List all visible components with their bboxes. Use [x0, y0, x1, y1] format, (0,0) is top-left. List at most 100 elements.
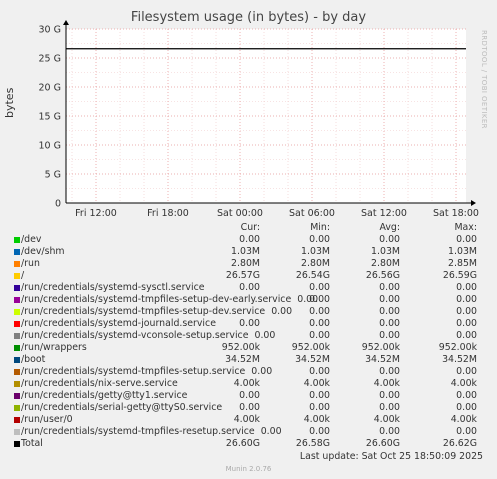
legend-value-avg: 0.00: [379, 282, 400, 293]
legend-value-cur: 0.00: [271, 306, 293, 317]
y-tick-labels: 0 5 G 10 G 15 G 20 G 25 G 30 G: [39, 25, 61, 210]
legend-value-max: 4.00k: [450, 378, 477, 389]
legend-swatch: [14, 237, 20, 243]
legend-row: /boot 34.52M 34.52M 34.52M 34.52M: [0, 354, 497, 366]
legend-label: /dev: [21, 234, 42, 245]
legend-label: /run/credentials/systemd-tmpfiles-resetu…: [21, 426, 255, 437]
legend-label: /run/credentials/systemd-journald.servic…: [21, 318, 216, 329]
legend-value-max: 4.00k: [450, 414, 477, 425]
legend-value-cur: 0.00: [254, 330, 276, 341]
legend-value-min: 4.00k: [303, 378, 330, 389]
legend-row: /dev 0.00 0.00 0.00 0.00: [0, 234, 497, 246]
legend-value-max: 0.00: [456, 366, 477, 377]
footer-version: Munin 2.0.76: [225, 465, 272, 473]
legend-value-max: 0.00: [456, 426, 477, 437]
legend-swatch: [14, 333, 20, 339]
legend-value-max: 0.00: [456, 330, 477, 341]
legend-row: /run/credentials/serial-getty@ttyS0.serv…: [0, 402, 497, 414]
plot-area: 0 5 G 10 G 15 G 20 G 25 G 30 G Fri 12:00 Fri 18…: [39, 20, 479, 219]
legend-value-avg: 0.00: [379, 318, 400, 329]
legend-swatch: [14, 273, 20, 279]
legend-value-max: 1.03M: [448, 246, 477, 257]
legend-value-cur: 0.00: [239, 234, 260, 245]
legend-swatch: [14, 441, 20, 447]
legend-row: /run/credentials/systemd-vconsole-setup.…: [0, 330, 497, 342]
legend-swatch: [14, 429, 20, 435]
legend-value-max: 0.00: [456, 402, 477, 413]
last-update: Last update: Sat Oct 25 18:50:09 2025: [299, 451, 483, 462]
legend-value-min: 0.00: [309, 390, 330, 401]
y-tick-label: 0: [55, 199, 61, 210]
legend-label: /run/credentials/nix-serve.service: [21, 378, 178, 389]
legend-swatch: [14, 309, 20, 315]
x-tick-labels: Fri 12:00 Fri 18:00 Sat 00:00 Sat 06:00 Sat …: [75, 208, 479, 219]
header-min: Min:: [310, 222, 330, 233]
legend-value-cur: 0.00: [239, 282, 260, 293]
rrdtool-watermark: RRDTOOL / TOBI OETIKER: [480, 30, 488, 129]
legend-value-min: 952.00k: [291, 342, 330, 353]
legend-value-max: 0.00: [456, 294, 477, 305]
legend-row: /run/credentials/systemd-sysctl.service 0…: [0, 282, 497, 294]
legend-value-cur: 2.80M: [231, 258, 260, 269]
legend-value-cur: 0.00: [251, 366, 273, 377]
header-avg: Avg:: [379, 222, 400, 233]
legend-row: /run/credentials/nix-serve.service 4.00k 4…: [0, 378, 497, 390]
legend-value-min: 26.58G: [295, 438, 330, 449]
legend-value-avg: 4.00k: [373, 378, 400, 389]
legend-label: Total: [21, 438, 43, 449]
legend-value-avg: 0.00: [379, 294, 400, 305]
legend-value-max: 0.00: [456, 282, 477, 293]
legend-row: /run/credentials/systemd-tmpfiles-setup-…: [0, 294, 497, 306]
legend-value-avg: 26.56G: [365, 270, 400, 281]
legend-label: /run/wrappers: [21, 342, 87, 353]
x-axis-arrow-icon: [471, 200, 476, 206]
legend-value-max: 2.85M: [448, 258, 477, 269]
legend-value-avg: 0.00: [379, 330, 400, 341]
legend-value-avg: 4.00k: [373, 414, 400, 425]
legend-label: /run: [21, 258, 40, 269]
legend-value-avg: 0.00: [379, 234, 400, 245]
x-tick-label: Sat 06:00: [289, 208, 335, 219]
legend-value-min: 0.00: [309, 234, 330, 245]
legend-value-cur: 1.03M: [231, 246, 260, 257]
legend-value-cur: 0.00: [260, 426, 282, 437]
legend-label: /boot: [21, 354, 46, 365]
legend-row: /run/credentials/systemd-tmpfiles-setup-…: [0, 306, 497, 318]
y-tick-label: 20 G: [39, 83, 61, 94]
legend-row: /run/credentials/systemd-journald.servic…: [0, 318, 497, 330]
legend-value-min: 2.80M: [301, 258, 330, 269]
legend-value-avg: 0.00: [379, 390, 400, 401]
legend-swatch: [14, 369, 20, 375]
legend-swatch: [14, 417, 20, 423]
legend-row: /dev/shm 1.03M 1.03M 1.03M 1.03M: [0, 246, 497, 258]
legend-swatch: [14, 357, 20, 363]
legend-value-min: 0.00: [309, 402, 330, 413]
legend-value-avg: 0.00: [379, 402, 400, 413]
legend-swatch: [14, 249, 20, 255]
y-tick-label: 10 G: [39, 141, 61, 152]
legend-value-min: 0.00: [309, 426, 330, 437]
legend-value-min: 1.03M: [301, 246, 330, 257]
legend-swatch: [14, 321, 20, 327]
legend-value-min: 0.00: [309, 318, 330, 329]
x-tick-label: Sat 12:00: [361, 208, 407, 219]
legend-value-min: 34.52M: [295, 354, 330, 365]
legend-value-min: 0.00: [309, 282, 330, 293]
legend-value-cur: 0.00: [239, 402, 260, 413]
legend-value-min: 0.00: [309, 366, 330, 377]
legend-row: /run/credentials/systemd-tmpfiles-setup.…: [0, 366, 497, 378]
legend-value-max: 0.00: [456, 318, 477, 329]
legend-row: /run 2.80M 2.80M 2.80M 2.85M: [0, 258, 497, 270]
legend-label: /dev/shm: [21, 246, 65, 257]
legend-value-cur: 952.00k: [221, 342, 260, 353]
legend-value-avg: 34.52M: [365, 354, 400, 365]
legend-value-max: 0.00: [456, 234, 477, 245]
y-tick-label: 15 G: [39, 112, 61, 123]
legend-label: /run/credentials/systemd-tmpfiles-setup-…: [21, 306, 266, 317]
legend-value-avg: 0.00: [379, 306, 400, 317]
legend-value-min: 0.00: [309, 330, 330, 341]
legend-row: /run/wrappers 952.00k 952.00k 952.00k 952.00…: [0, 342, 497, 354]
y-tick-label: 5 G: [45, 170, 61, 181]
legend-value-avg: 26.60G: [365, 438, 400, 449]
legend-swatch: [14, 393, 20, 399]
